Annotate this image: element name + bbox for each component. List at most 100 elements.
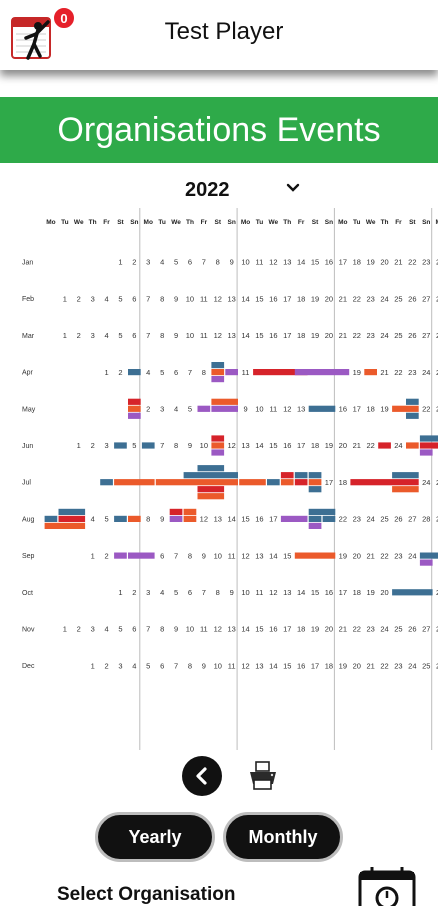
calendar-event[interactable] (350, 479, 419, 486)
calendar-day[interactable]: 6 (188, 258, 192, 267)
calendar-day[interactable]: 11 (200, 331, 208, 340)
calendar-day[interactable]: 23 (366, 625, 374, 634)
calendar-event[interactable] (58, 515, 86, 522)
calendar-day[interactable]: 7 (174, 661, 178, 670)
calendar-day[interactable]: 6 (188, 588, 192, 597)
calendar-day[interactable]: 18 (297, 625, 305, 634)
calendar-day[interactable]: 23 (394, 661, 402, 670)
calendar-day[interactable]: 8 (160, 331, 164, 340)
calendar-day[interactable]: 9 (188, 441, 192, 450)
calendar-day[interactable]: 10 (241, 258, 249, 267)
calendar-day[interactable]: 5 (118, 625, 122, 634)
calendar-event[interactable] (392, 405, 419, 412)
calendar-event[interactable] (128, 412, 141, 419)
calendar-event[interactable] (211, 376, 225, 383)
calendar-event[interactable] (294, 479, 308, 486)
calendar-day[interactable]: 13 (227, 294, 235, 303)
calendar-day[interactable]: 15 (255, 625, 263, 634)
calendar-day[interactable]: 4 (174, 405, 178, 414)
calendar-day[interactable]: 3 (146, 588, 150, 597)
calendar-day[interactable]: 10 (186, 625, 194, 634)
calendar-event[interactable] (280, 479, 294, 486)
calendar-event[interactable] (128, 369, 141, 376)
calendar-day[interactable]: 17 (269, 515, 277, 524)
calendar-event[interactable] (378, 442, 391, 449)
calendar-day[interactable]: 8 (160, 625, 164, 634)
calendar-day[interactable]: 5 (146, 661, 150, 670)
calendar-event[interactable] (392, 589, 433, 596)
calendar-event[interactable] (211, 398, 238, 405)
calendar-event[interactable] (128, 515, 141, 522)
calendar-day[interactable]: 2 (118, 368, 122, 377)
calendar-day[interactable]: 27 (422, 294, 430, 303)
calendar-day[interactable]: 13 (297, 405, 305, 414)
calendar-day[interactable]: 18 (311, 441, 319, 450)
calendar-day[interactable]: 5 (160, 368, 164, 377)
calendar-day[interactable]: 5 (188, 405, 192, 414)
calendar-event[interactable] (169, 508, 183, 515)
calendar-day[interactable]: 8 (188, 661, 192, 670)
calendar-day[interactable]: 17 (297, 441, 305, 450)
calendar-day[interactable]: 18 (297, 331, 305, 340)
calendar-event[interactable] (308, 405, 336, 412)
calendar-day[interactable]: 27 (408, 515, 416, 524)
calendar-event[interactable] (294, 472, 308, 479)
calendar-day[interactable]: 24 (380, 331, 388, 340)
calendar-day[interactable]: 2 (77, 625, 81, 634)
calendar-day[interactable]: 15 (241, 515, 249, 524)
calendar-day[interactable]: 22 (408, 258, 416, 267)
calendar-event[interactable] (294, 552, 336, 559)
calendar-day[interactable]: 11 (200, 625, 208, 634)
calendar-day[interactable]: 22 (366, 441, 374, 450)
calendar-day[interactable]: 11 (228, 661, 236, 670)
calendar-day[interactable]: 21 (394, 258, 402, 267)
calendar-day[interactable]: 2 (104, 661, 108, 670)
calendar-event[interactable] (406, 398, 419, 405)
select-organisation-label[interactable]: Select Organisation (57, 884, 236, 905)
calendar-day[interactable]: 14 (255, 441, 263, 450)
calendar-day[interactable]: 3 (91, 625, 95, 634)
calendar-event[interactable] (211, 369, 225, 376)
calendar-day[interactable]: 17 (283, 625, 291, 634)
calendar-day[interactable]: 23 (366, 294, 374, 303)
calendar-day[interactable]: 20 (325, 331, 333, 340)
calendar-day[interactable]: 12 (200, 515, 208, 524)
calendar-day[interactable]: 23 (422, 258, 430, 267)
calendar-day[interactable]: 1 (63, 331, 67, 340)
calendar-day[interactable]: 8 (202, 368, 206, 377)
calendar-event[interactable] (294, 369, 350, 376)
calendar-day[interactable]: 20 (380, 258, 388, 267)
calendar-day[interactable]: 22 (353, 331, 361, 340)
calendar-day[interactable]: 19 (311, 294, 319, 303)
calendar-day[interactable]: 20 (325, 625, 333, 634)
calendar-event[interactable] (225, 369, 238, 376)
calendar-day[interactable]: 10 (214, 661, 222, 670)
calendar-day[interactable]: 6 (132, 625, 136, 634)
calendar-day[interactable]: 2 (77, 331, 81, 340)
calendar-event[interactable] (114, 479, 155, 486)
calendar-day[interactable]: 9 (202, 551, 206, 560)
calendar-day[interactable]: 12 (269, 588, 277, 597)
calendar-day[interactable]: 18 (339, 478, 347, 487)
calendar-day[interactable]: 25 (436, 478, 438, 487)
calendar-event[interactable] (141, 442, 155, 449)
calendar-day[interactable]: 12 (283, 405, 291, 414)
calendar-day[interactable]: 19 (353, 368, 361, 377)
calendar-day[interactable]: 8 (216, 258, 220, 267)
calendar-day[interactable]: 12 (214, 331, 222, 340)
calendar-day[interactable]: 6 (160, 551, 164, 560)
calendar-day[interactable]: 6 (160, 661, 164, 670)
calendar-day[interactable]: 15 (255, 294, 263, 303)
calendar-day[interactable]: 24 (408, 661, 416, 670)
calendar-day[interactable]: 20 (380, 588, 388, 597)
calendar-day[interactable]: 8 (160, 294, 164, 303)
calendar-day[interactable]: 28 (436, 294, 438, 303)
calendar-day[interactable]: 19 (339, 551, 347, 560)
calendar-day[interactable]: 18 (297, 294, 305, 303)
calendar-day[interactable]: 1 (118, 588, 122, 597)
calendar-day[interactable]: 16 (269, 331, 277, 340)
chevron-down-icon[interactable] (286, 183, 300, 193)
calendar-day[interactable]: 26 (408, 625, 416, 634)
calendar-day[interactable]: 5 (118, 331, 122, 340)
calendar-day[interactable]: 13 (283, 588, 291, 597)
